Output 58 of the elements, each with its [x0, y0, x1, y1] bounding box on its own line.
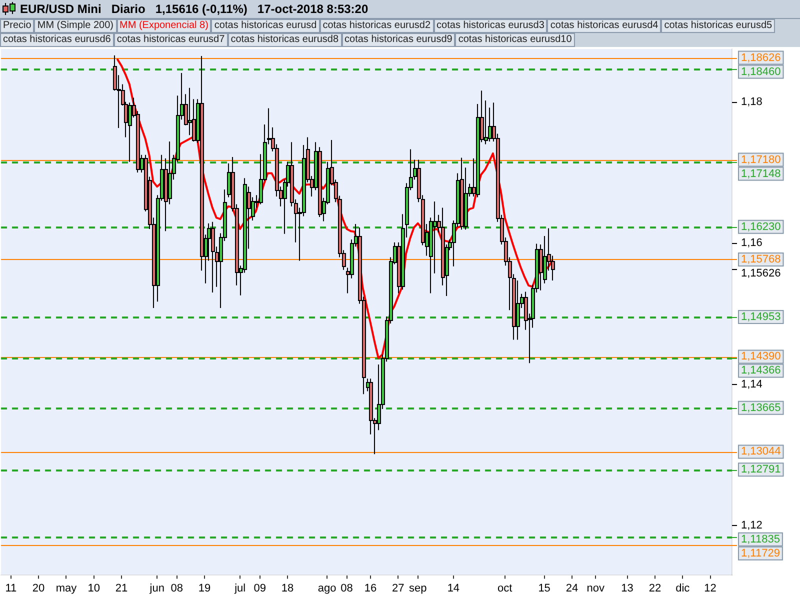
ref-line-label: 1,14366 [741, 364, 781, 377]
x-tick-label: 12 [704, 582, 716, 594]
x-tick-label: 16 [364, 582, 377, 594]
ref-line-label: 1,17180 [741, 154, 781, 166]
x-tick-label: may [56, 582, 78, 594]
y-tick-label: 1,14 [741, 378, 762, 391]
x-tick-label: ago [318, 582, 336, 594]
ref-line-label: 1,13044 [741, 446, 781, 458]
ref-line-label: 1,18626 [741, 52, 781, 64]
text: cotas historicas eurusd4 [547, 19, 662, 33]
x-tick-label: 15 [538, 582, 550, 594]
x-tick-label: 18 [281, 582, 294, 594]
text: cotas historicas eurusd7 [114, 33, 228, 47]
ref-line-label: 1,14390 [741, 350, 781, 363]
y-tick-label: 1,15626 [741, 267, 781, 280]
x-tick-label: 27 [392, 582, 404, 594]
ref-line-label: 1,16230 [741, 220, 781, 233]
y-tick-label: 1,18 [741, 96, 762, 108]
text: cotas historicas eurusd10 [455, 33, 575, 47]
text: cotas historicas eurusd [211, 19, 320, 33]
x-tick-label: 19 [198, 582, 211, 594]
text: MM (Exponencial 8) [116, 19, 212, 33]
x-tick-label: sep [409, 582, 427, 594]
x-tick-label: 09 [254, 582, 266, 594]
ref-line-label: 1,11835 [741, 533, 780, 546]
x-tick-label: nov [586, 582, 606, 594]
y-tick-label: 1,12 [741, 519, 762, 532]
x-tick-label: 20 [32, 582, 45, 594]
x-tick-label: 11 [5, 582, 17, 594]
ref-line-label: 1,11729 [741, 547, 780, 560]
x-tick-label: 13 [621, 582, 634, 594]
x-tick-label: dic [676, 582, 690, 594]
x-tick-label: 21 [115, 582, 128, 594]
x-tick-label: 22 [648, 582, 662, 594]
x-tick-label: 24 [566, 582, 578, 594]
ref-line-label: 1,14953 [741, 311, 781, 324]
ref-line-label: 1,17148 [741, 168, 781, 180]
x-tick-label: jul [234, 582, 246, 594]
text: cotas historicas eurusd2 [320, 19, 434, 33]
ref-line-label: 1,15768 [741, 253, 781, 266]
text: cotas historicas eurusd3 [434, 19, 548, 33]
ref-line-label: 1,18460 [741, 66, 781, 78]
text: cotas historicas eurusd6 [0, 33, 114, 47]
text: MM (Simple 200) [34, 19, 116, 33]
x-tick-label: jun [148, 582, 164, 594]
ref-line-label: 1,12791 [741, 464, 781, 476]
x-tick-label: 08 [170, 582, 183, 594]
x-tick-label: 08 [340, 582, 353, 594]
text: cotas historicas eurusd5 [661, 19, 776, 33]
chart-title: EUR/USD Mini Diario 1,15616 (-0,11%) 17-oct-2018 8:53:20 [20, 2, 368, 16]
x-tick-label: 10 [88, 582, 100, 594]
text: cotas historicas eurusd8 [228, 33, 342, 47]
text: cotas historicas eurusd9 [342, 33, 456, 47]
y-tick-label: 1,16 [741, 237, 762, 250]
ref-line-label: 1,13665 [741, 402, 781, 414]
text: Precio [0, 19, 34, 33]
x-tick-label: oct [497, 582, 512, 594]
x-tick-label: 14 [447, 582, 460, 594]
